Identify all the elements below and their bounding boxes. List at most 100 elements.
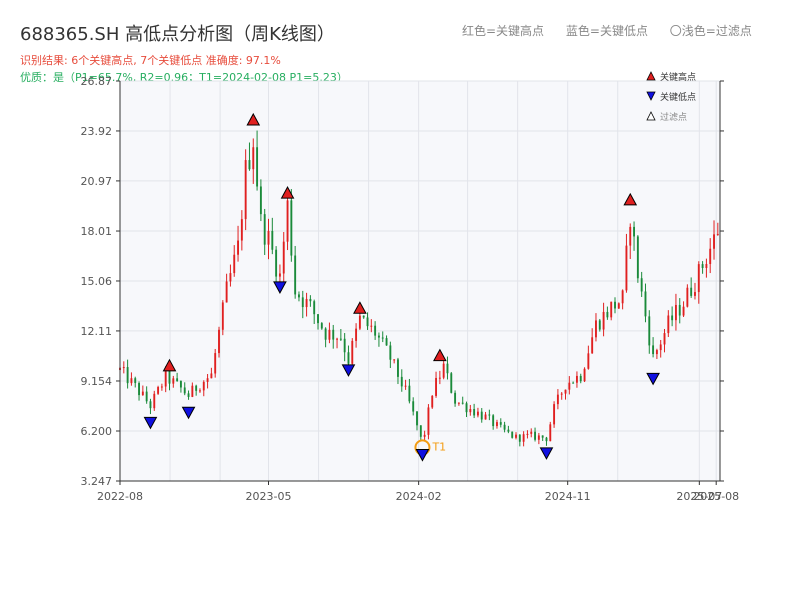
candle-body xyxy=(575,375,578,383)
candle-body xyxy=(678,304,681,316)
candle-body xyxy=(138,383,140,396)
y-tick-label: 15.06 xyxy=(81,275,113,288)
legend-low-text: 蓝色=关键低点 xyxy=(565,24,648,38)
candle-body xyxy=(507,429,510,432)
candle-body xyxy=(225,281,228,303)
candle-body xyxy=(549,424,552,442)
candle-body xyxy=(160,386,163,388)
y-tick-label: 20.97 xyxy=(81,175,113,188)
candle-body xyxy=(141,391,144,396)
candle-body xyxy=(496,422,498,427)
candle-body xyxy=(298,294,300,298)
candle-body xyxy=(534,431,537,440)
candle-body xyxy=(633,226,636,237)
candle-body xyxy=(595,320,597,338)
candle-body xyxy=(564,389,567,394)
candle-body xyxy=(374,325,377,336)
candle-body xyxy=(358,315,361,329)
candle-body xyxy=(275,249,278,277)
candle-body xyxy=(469,409,472,413)
candle-body xyxy=(713,234,715,249)
chart-title: 688365.SH 高低点分析图（周K线图） xyxy=(20,24,335,45)
candle-body xyxy=(427,407,430,435)
candle-body xyxy=(697,264,700,293)
candle-body xyxy=(629,226,632,246)
candle-body xyxy=(164,370,167,387)
candle-body xyxy=(282,241,285,274)
candle-body xyxy=(617,303,620,309)
candle-body xyxy=(404,385,407,387)
candle-body xyxy=(294,255,297,295)
candle-body xyxy=(606,311,609,318)
candle-body xyxy=(240,219,243,241)
candle-body xyxy=(324,328,327,340)
candle-body xyxy=(488,414,491,416)
candle-body xyxy=(126,367,129,384)
key-low-marker xyxy=(646,372,660,386)
candle-body xyxy=(202,381,205,391)
x-tick-label: 2025-07 xyxy=(676,490,722,503)
candle-body xyxy=(122,367,125,369)
candle-body xyxy=(690,287,693,296)
candle-body xyxy=(218,329,220,354)
key-low-marker xyxy=(273,281,287,294)
y-tick-label: 23.92 xyxy=(81,125,113,138)
candle-body xyxy=(256,147,259,187)
candle-body xyxy=(370,325,373,327)
candle-body xyxy=(130,378,133,384)
key-low-marker xyxy=(539,447,554,460)
candle-body xyxy=(183,387,186,394)
candle-body xyxy=(149,401,152,409)
candle-body xyxy=(172,378,175,384)
candle-body xyxy=(587,353,590,369)
x-tick-label: 2023-05 xyxy=(246,490,292,503)
candle-body xyxy=(206,378,209,382)
plot-legend-filtered: 过滤点 xyxy=(646,106,696,126)
candle-body xyxy=(187,393,190,397)
candle-body xyxy=(153,393,156,409)
candle-body xyxy=(511,431,514,438)
candle-body xyxy=(290,200,293,256)
candle-body xyxy=(267,230,270,245)
top-legend: 红色=关键高点 蓝色=关键低点 〇浅色=过滤点 xyxy=(462,22,770,39)
candle-body xyxy=(450,373,453,393)
plot-legend: 关键高点 关键低点 过滤点 xyxy=(646,66,696,126)
candle-body xyxy=(351,340,354,364)
candle-body xyxy=(199,390,201,392)
candle-body xyxy=(503,424,506,430)
candle-body xyxy=(602,311,605,330)
candle-body xyxy=(461,402,464,404)
x-tick-label: 2022-08 xyxy=(97,490,143,503)
y-tick-label: 6.200 xyxy=(81,425,113,438)
candle-body xyxy=(214,353,217,374)
candle-body xyxy=(541,435,544,438)
candle-body xyxy=(614,301,616,309)
key-high-marker xyxy=(433,348,447,362)
candle-body xyxy=(667,315,670,334)
candle-body xyxy=(465,403,468,413)
candle-body xyxy=(655,350,658,355)
candle-body xyxy=(320,323,323,329)
x-tick-label: 2025-08 xyxy=(693,490,739,503)
y-tick-label: 9.154 xyxy=(81,375,113,388)
candle-body xyxy=(530,431,533,434)
candle-body xyxy=(271,230,274,250)
candle-body xyxy=(446,363,449,374)
candle-body xyxy=(545,437,548,442)
candle-body xyxy=(636,236,639,279)
key-high-marker xyxy=(623,192,638,206)
x-tick-label: 2024-02 xyxy=(396,490,442,503)
candle-body xyxy=(431,395,434,408)
key-high-marker xyxy=(353,301,367,314)
high-triangle-icon xyxy=(646,71,656,81)
candle-body xyxy=(652,345,655,355)
low-triangle-icon xyxy=(646,91,656,101)
plot-legend-high: 关键高点 xyxy=(646,66,696,86)
candle-body xyxy=(195,385,198,391)
candle-body xyxy=(674,304,677,321)
candle-body xyxy=(621,290,624,304)
candle-body xyxy=(237,240,239,255)
y-tick-label: 3.247 xyxy=(81,475,113,488)
candle-body xyxy=(499,422,502,425)
key-low-marker xyxy=(181,406,196,420)
